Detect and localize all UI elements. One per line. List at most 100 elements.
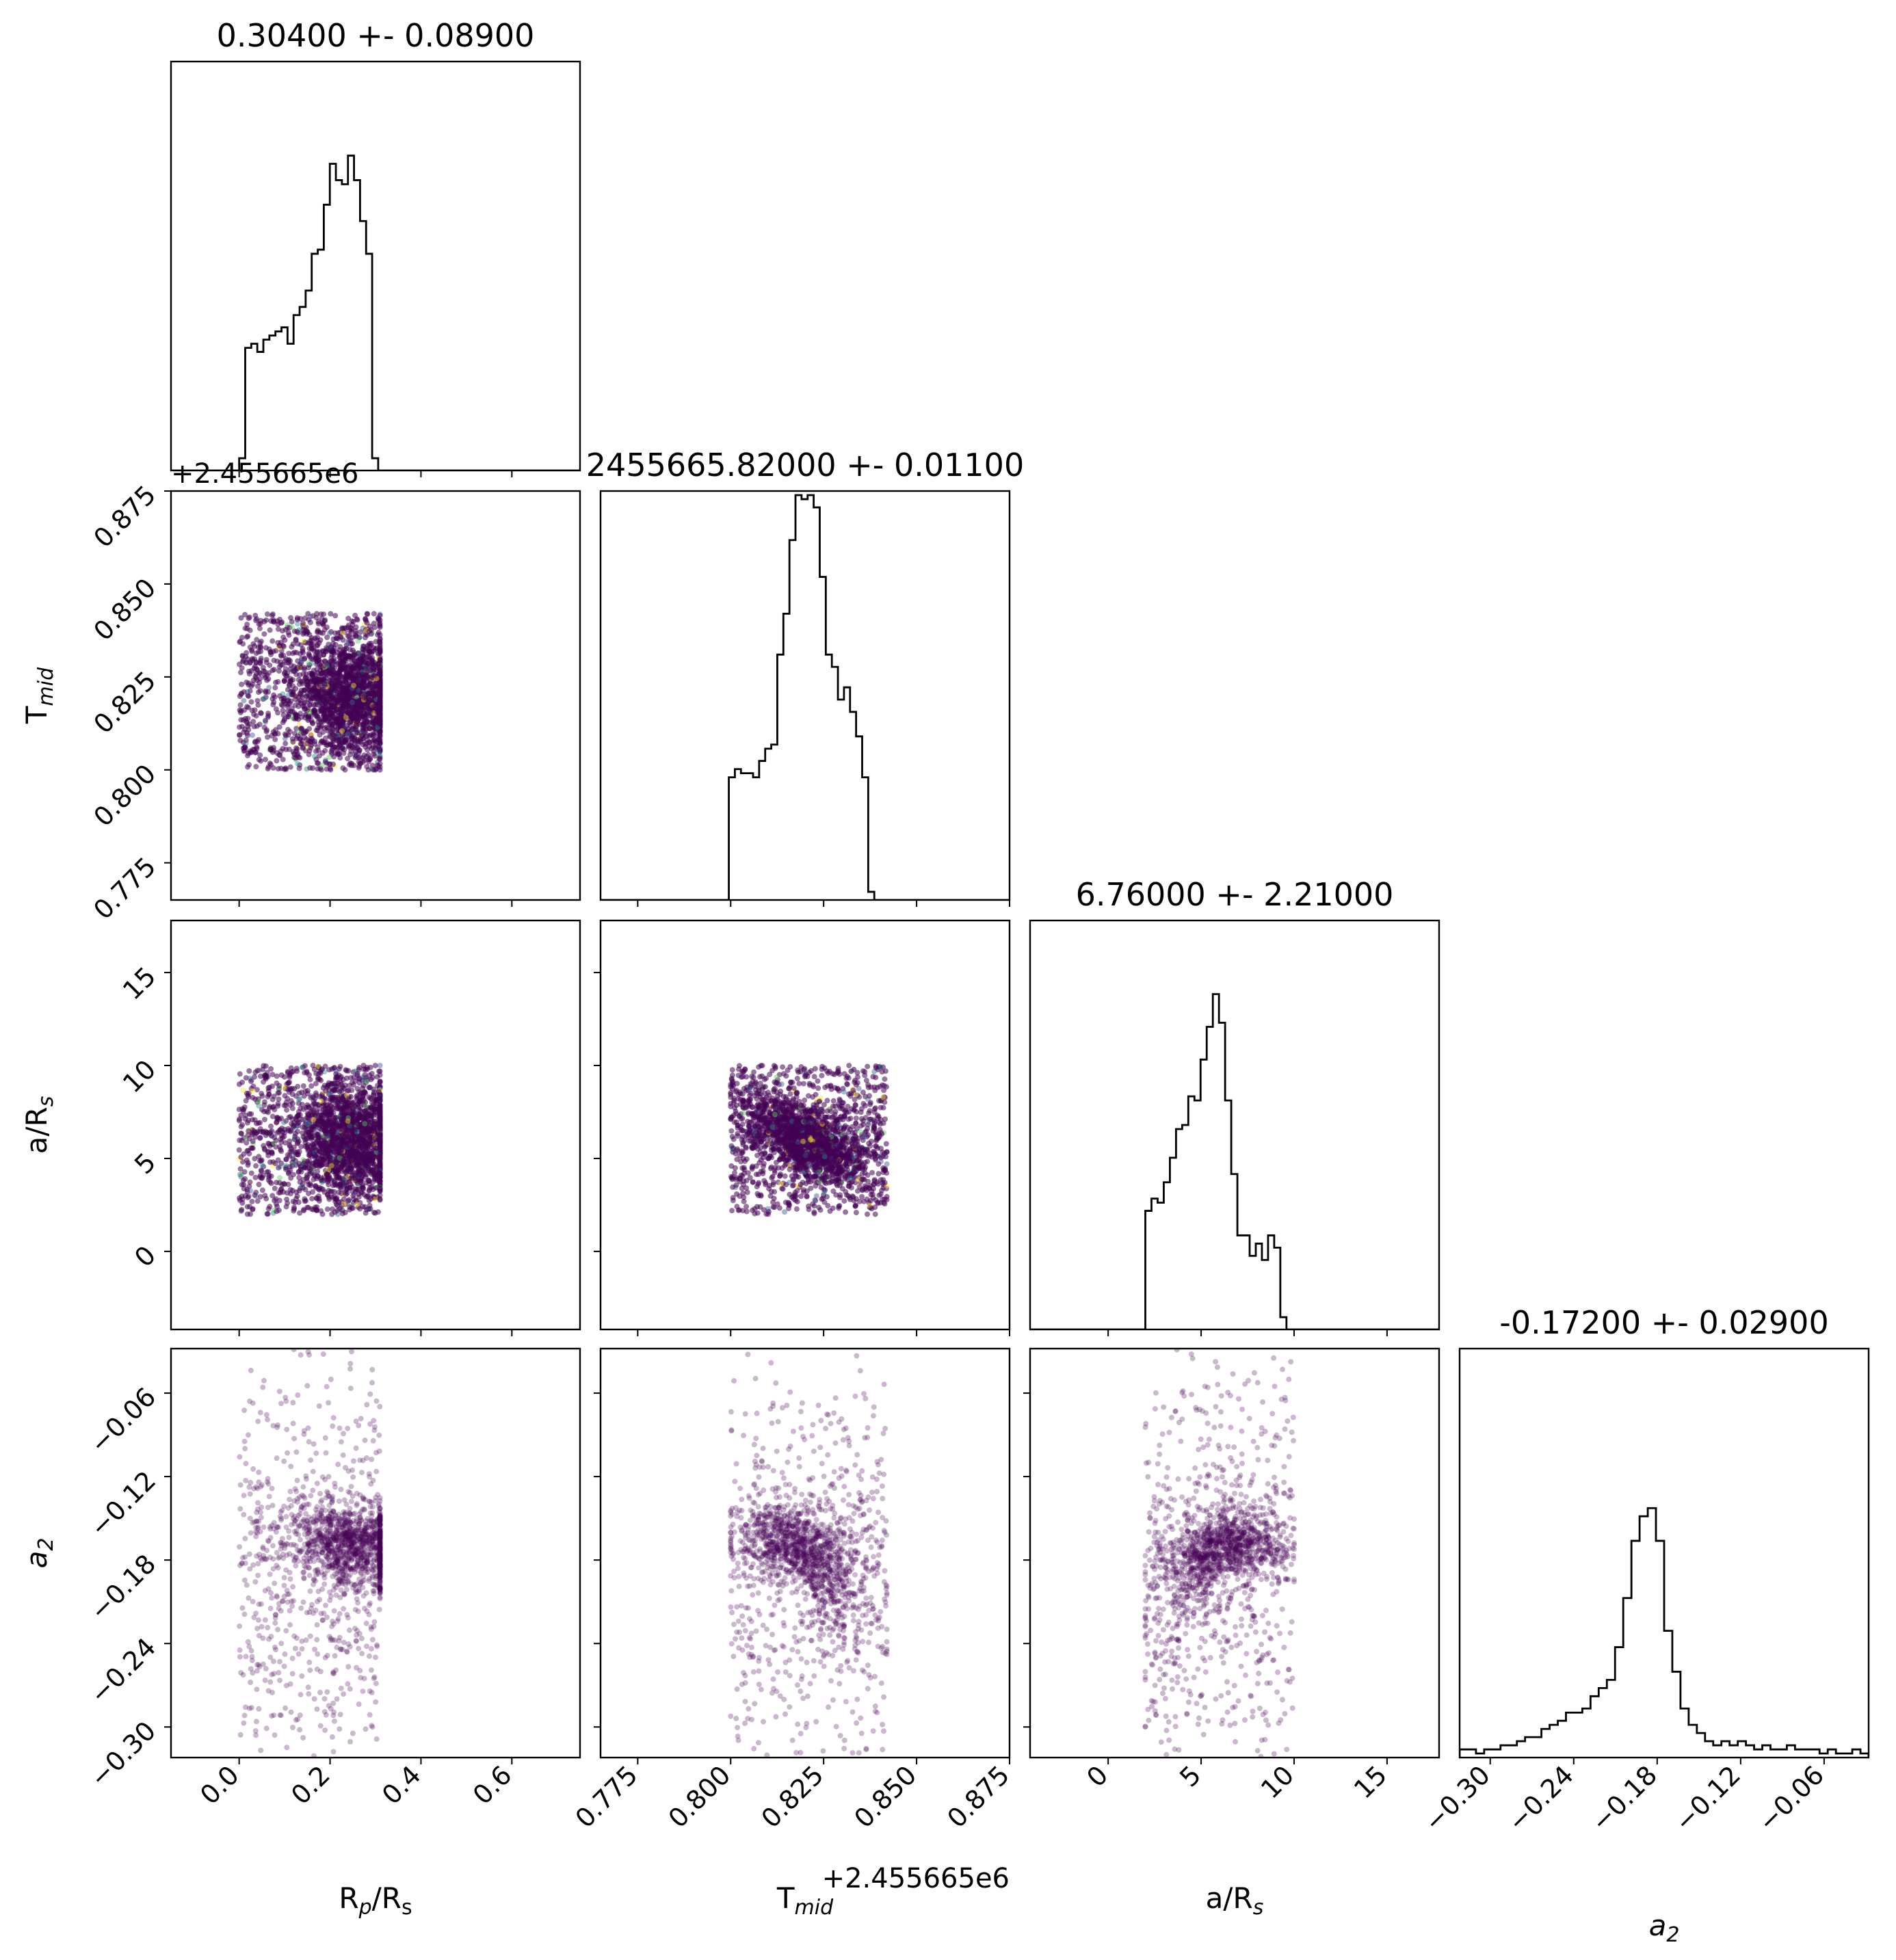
scatter-point	[280, 643, 286, 648]
scatter-point	[248, 1111, 254, 1117]
scatter-point	[293, 1189, 300, 1195]
scatter-point	[239, 635, 245, 641]
scatter-point	[257, 1193, 263, 1200]
scatter-point	[238, 1130, 244, 1137]
scatter-point	[294, 1114, 300, 1120]
scatter-point	[342, 726, 348, 732]
scatter-point	[296, 1148, 302, 1154]
scatter-point	[315, 1193, 321, 1199]
scatter-point	[339, 721, 345, 728]
scatter-point	[307, 765, 313, 771]
scatter-point	[310, 721, 316, 727]
scatter-point	[250, 1206, 256, 1213]
scatter-point	[376, 616, 382, 622]
scatter-point	[329, 1132, 335, 1138]
scatter-point	[261, 724, 267, 730]
scatter-point	[345, 633, 351, 639]
scatter-point	[285, 1070, 291, 1076]
scatter-point	[274, 1208, 280, 1215]
scatter-point	[237, 1171, 243, 1178]
scatter-point	[252, 613, 259, 618]
scatter-point	[337, 654, 343, 661]
scatter-point	[304, 691, 311, 698]
scatter-point	[801, 1081, 806, 1087]
panel-title-rp: 0.30400 +- 0.08900	[217, 17, 535, 54]
scatter-point	[288, 1098, 294, 1104]
scatter-point	[250, 1088, 256, 1094]
scatter-point	[237, 1071, 243, 1077]
scatter-point	[262, 672, 268, 678]
scatter-point	[263, 689, 269, 696]
scatter-point	[315, 1151, 321, 1157]
scatter-point	[299, 1064, 305, 1070]
scatter-point	[272, 737, 278, 743]
scatter-point	[340, 765, 346, 771]
scatter-point	[306, 660, 312, 666]
scatter-point	[265, 734, 271, 740]
scatter-point	[268, 1123, 274, 1129]
scatter-point	[352, 662, 358, 668]
scatter-point	[243, 1157, 250, 1163]
scatter-point	[356, 671, 362, 677]
scatter-point	[346, 1197, 352, 1203]
scatter-point	[269, 638, 276, 644]
scatter-point	[328, 611, 334, 617]
scatter-point	[267, 747, 274, 753]
scatter-point	[246, 693, 252, 699]
scatter-point	[354, 617, 360, 623]
scatter-point	[365, 1159, 370, 1165]
scatter-point	[350, 1193, 356, 1199]
scatter-point	[323, 1126, 329, 1133]
scatter-point	[360, 646, 366, 652]
scatter-point	[275, 626, 281, 632]
scatter-point	[275, 766, 281, 772]
scatter-point	[319, 1093, 325, 1099]
scatter-point	[270, 1104, 276, 1110]
scatter-point	[300, 745, 306, 751]
scatter-point	[369, 763, 376, 769]
scatter-point	[265, 1094, 271, 1100]
scatter-point	[320, 1085, 326, 1091]
scatter-point	[242, 611, 248, 618]
scatter-point	[319, 750, 326, 756]
y-tick-label: 15	[117, 961, 161, 1005]
scatter-point	[353, 1162, 359, 1168]
scatter-point	[276, 668, 282, 674]
scatter-point	[329, 687, 335, 693]
scatter-point	[256, 679, 263, 685]
scatter-point	[343, 1171, 350, 1177]
scatter-point	[308, 1118, 315, 1124]
scatter-point	[327, 1154, 333, 1160]
scatter-point	[275, 1101, 281, 1107]
scatter-point	[244, 730, 250, 736]
scatter-point	[364, 674, 370, 680]
scatter-point	[277, 693, 282, 699]
scatter-point	[330, 650, 336, 656]
scatter-point	[373, 1139, 379, 1145]
scatter-point	[300, 1083, 306, 1089]
scatter-point	[344, 672, 350, 678]
scatter-point	[377, 1162, 383, 1168]
scatter-point	[300, 1124, 306, 1130]
scatter-point	[287, 624, 293, 631]
scatter-point	[341, 715, 347, 721]
scatter-point	[372, 1196, 378, 1202]
scatter-point	[362, 1166, 368, 1172]
scatter-point	[252, 1156, 258, 1162]
scatter-point	[377, 1178, 383, 1184]
scatter-point	[324, 1206, 330, 1213]
scatter-point	[326, 1087, 332, 1093]
scatter-point	[272, 1197, 278, 1204]
scatter-point	[276, 1197, 282, 1204]
scatter-point	[352, 1133, 358, 1139]
scatter-point	[237, 732, 243, 738]
scatter-point	[371, 672, 378, 678]
scatter-point	[377, 1139, 383, 1145]
scatter-point	[368, 1076, 374, 1083]
scatter-point	[336, 1161, 342, 1167]
scatter-point	[352, 676, 358, 682]
scatter-point	[264, 677, 270, 683]
scatter-point	[308, 730, 314, 737]
scatter-point	[274, 1116, 280, 1122]
scatter-point	[356, 1080, 363, 1086]
